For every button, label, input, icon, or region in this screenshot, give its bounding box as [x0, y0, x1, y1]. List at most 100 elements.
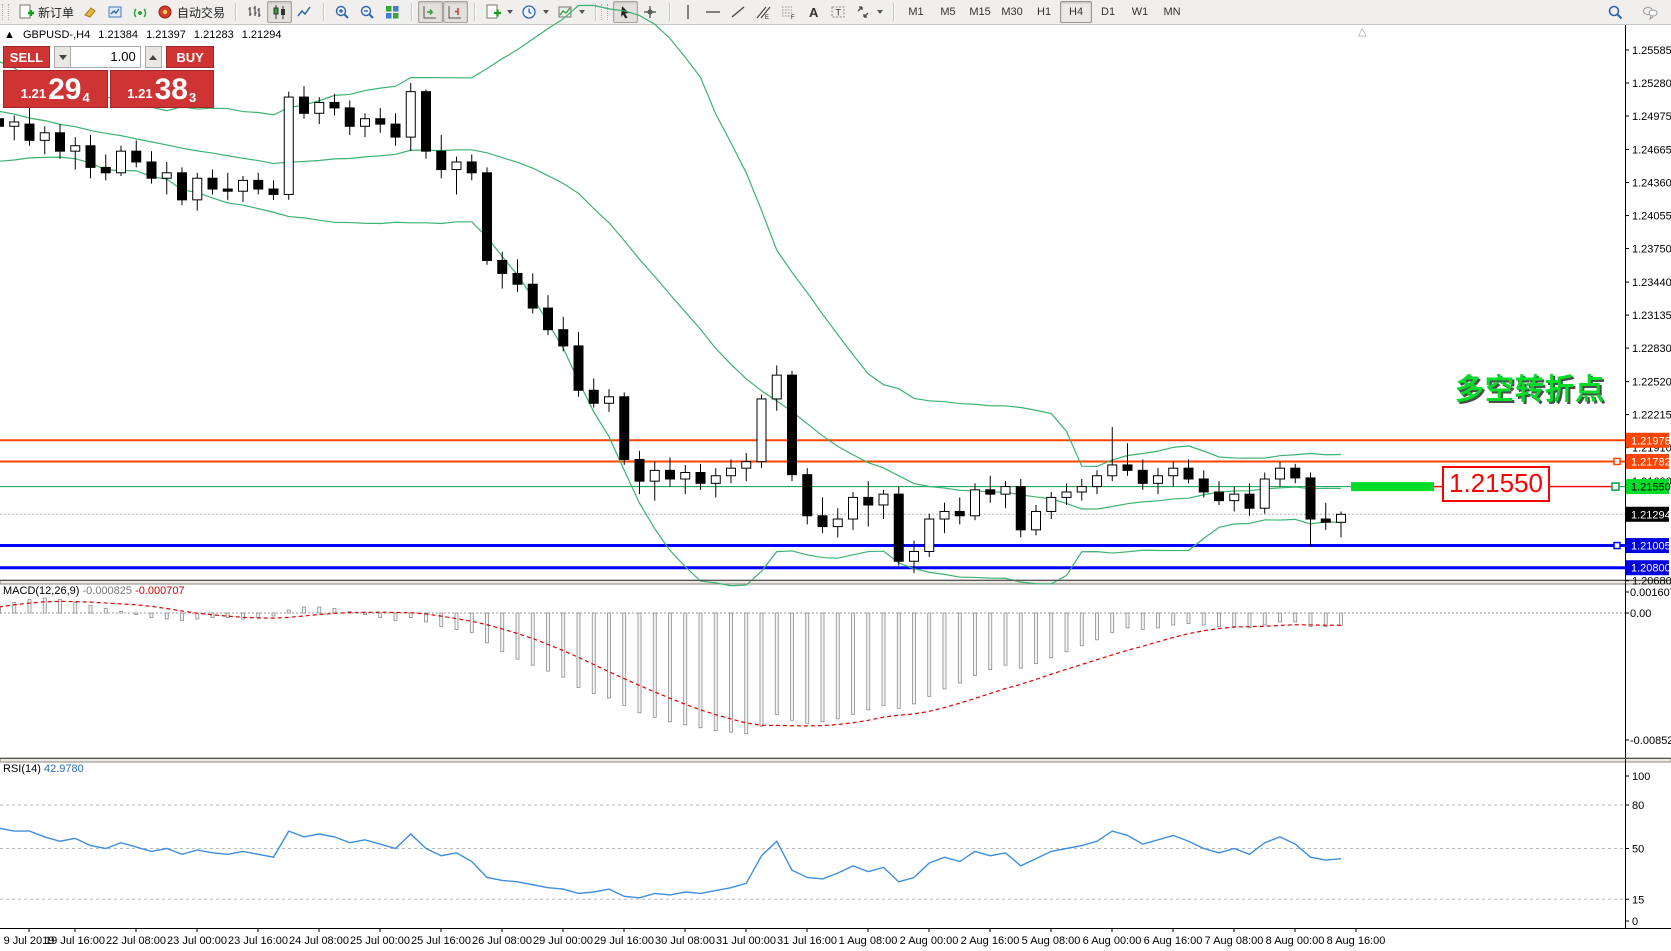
buy-price-button[interactable]: 1.21 38 3: [109, 70, 214, 108]
scroll-to-end-icon[interactable]: △: [1358, 26, 1367, 38]
price-line-badge: [1626, 560, 1669, 576]
candle-bearish: [1320, 518, 1331, 523]
macd-histogram-bar: [485, 612, 489, 644]
candlestick-button[interactable]: [267, 1, 293, 23]
time-tick-label: 6 Aug 00:00: [1083, 935, 1142, 947]
new-order-icon: [18, 4, 35, 21]
channel-button[interactable]: E: [751, 1, 776, 23]
sell-price-button[interactable]: 1.21 29 4: [3, 70, 108, 108]
zoom-out-button[interactable]: [355, 1, 380, 23]
rsi-tick-label: 0: [1632, 916, 1638, 928]
time-tick-label: 29 Jul 16:00: [594, 935, 654, 947]
rsi-value: 42.9780: [43, 763, 84, 775]
new-order-button[interactable]: 新订单: [14, 1, 78, 23]
text-label-button[interactable]: T: [826, 1, 851, 23]
trendline-button[interactable]: [726, 1, 751, 23]
sell-button[interactable]: SELL: [3, 46, 50, 68]
macd-histogram-bar: [1064, 612, 1069, 653]
candle-bullish: [238, 179, 248, 192]
macd-histogram-bar: [759, 612, 764, 727]
profile-button[interactable]: [78, 1, 103, 23]
candlestick-icon: [271, 4, 288, 21]
buy-button[interactable]: BUY: [166, 46, 214, 68]
text-button[interactable]: A: [801, 1, 826, 23]
toolbar-drag-handle[interactable]: [2, 4, 9, 20]
macd-histogram-bar: [652, 612, 657, 718]
candle-bearish: [390, 123, 401, 138]
macd-histogram-bar: [1232, 612, 1237, 627]
fibonacci-button[interactable]: F: [776, 1, 801, 23]
current-price-badge-text: 1.21294: [1631, 509, 1671, 521]
candle-bearish: [954, 510, 965, 517]
arrows-button[interactable]: [851, 1, 887, 23]
candle-bullish: [832, 518, 843, 528]
line-chart-button[interactable]: [292, 1, 317, 23]
candle-bearish: [100, 166, 111, 174]
time-tick-label: 5 Aug 08:00: [1022, 935, 1081, 947]
turning-point-annotation[interactable]: 多空转折点: [1455, 374, 1606, 406]
chat-button[interactable]: [1638, 1, 1663, 23]
time-tick-label: 8 Aug 16:00: [1327, 935, 1386, 947]
macd-histogram-bar: [1201, 612, 1206, 626]
hline-button[interactable]: [701, 1, 726, 23]
volume-decrease-button[interactable]: [53, 46, 72, 68]
timeframe-h1[interactable]: H1: [1037, 6, 1052, 18]
macd-histogram-bar: [332, 608, 337, 614]
crosshair-button[interactable]: [638, 1, 663, 23]
signals-button[interactable]: [128, 1, 153, 23]
line-anchor-marker[interactable]: [1613, 541, 1621, 550]
toolbar-drag-handle[interactable]: [601, 4, 609, 20]
svg-text:T: T: [836, 7, 842, 17]
timeframe-m5[interactable]: M5: [940, 6, 956, 18]
toolbar-separator: [595, 3, 597, 21]
candle-bearish: [1198, 478, 1209, 493]
candle-bullish: [1229, 493, 1240, 502]
bar-chart-button[interactable]: [242, 1, 267, 23]
macd-histogram-bar: [668, 612, 672, 723]
caret-down-icon[interactable]: [579, 10, 586, 14]
autotrade-button[interactable]: 自动交易: [153, 1, 229, 23]
line-anchor-marker[interactable]: [1611, 482, 1620, 491]
vline-button[interactable]: [676, 1, 701, 23]
trendline-icon: [730, 4, 747, 21]
timeframe-m1[interactable]: M1: [908, 6, 924, 18]
candle-bullish: [970, 489, 980, 517]
periods-button[interactable]: [517, 1, 553, 23]
line-anchor-marker[interactable]: [1613, 457, 1621, 466]
timeframe-m30[interactable]: M30: [1001, 6, 1023, 18]
toolbar-group: [415, 0, 471, 24]
candle-bullish: [604, 396, 614, 404]
indicators-button[interactable]: [481, 1, 517, 23]
macd-histogram-bar: [1095, 612, 1099, 641]
macd-histogram-bar: [1018, 612, 1023, 669]
price-tick-label: 1.25585: [1632, 45, 1671, 57]
candle-bearish: [329, 101, 340, 109]
search-button[interactable]: [1603, 1, 1628, 23]
candle-bullish: [451, 161, 462, 171]
cursor-button[interactable]: [613, 1, 639, 23]
timeframe-d1[interactable]: D1: [1101, 6, 1116, 18]
timeframe-w1[interactable]: W1: [1131, 6, 1149, 18]
caret-down-icon[interactable]: [507, 10, 514, 14]
macd-histogram-bar: [363, 612, 367, 615]
timeframe-m15[interactable]: M15: [969, 6, 991, 18]
tile-windows-button[interactable]: [380, 1, 405, 23]
candle-bearish: [558, 329, 569, 347]
auto-scroll-button[interactable]: [418, 1, 444, 23]
chart-shift-button[interactable]: [443, 1, 469, 23]
timeframe-h4[interactable]: H4: [1060, 1, 1093, 23]
candle-bullish: [878, 493, 889, 506]
volume-input[interactable]: 1.00: [71, 46, 141, 68]
zoom-in-button[interactable]: [330, 1, 355, 23]
market-watch-button[interactable]: [103, 1, 128, 23]
timeframe-mn[interactable]: MN: [1163, 6, 1181, 18]
caret-down-icon[interactable]: [877, 10, 884, 14]
candle-bearish: [466, 161, 477, 174]
volume-increase-button[interactable]: [144, 46, 163, 68]
macd-histogram-bar: [866, 612, 871, 711]
caret-down-icon[interactable]: [543, 10, 550, 14]
price-level-box[interactable]: 1.21550: [1442, 466, 1550, 502]
price-tick-label: 1.23750: [1632, 244, 1671, 256]
macd-histogram-bar: [1003, 612, 1008, 666]
